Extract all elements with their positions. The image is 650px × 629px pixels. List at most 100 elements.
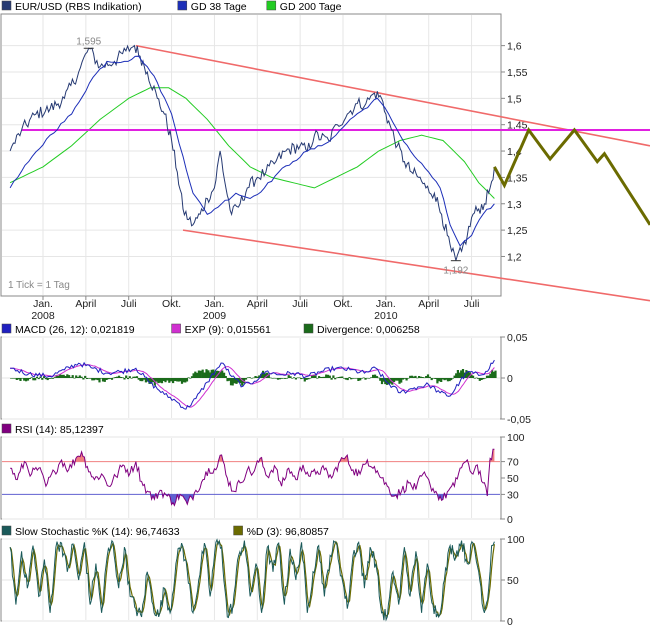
y-tick-label: 1,55 (507, 67, 528, 79)
rsi-legend: RSI (14): 85,12397 (1, 423, 104, 436)
divergence-bar (273, 377, 276, 379)
divergence-bar (96, 378, 99, 381)
x-tick-label: April (247, 298, 268, 310)
divergence-bar (364, 378, 367, 380)
divergence-bar (460, 370, 463, 378)
legend-label: RSI (14): 85,12397 (15, 424, 104, 436)
y-tick-label: 0 (507, 616, 513, 628)
divergence-bar (372, 374, 375, 378)
divergence-bar (226, 378, 229, 382)
divergence-bar (494, 370, 497, 378)
divergence-bar (137, 378, 140, 380)
x-tick-label: April (418, 298, 439, 310)
divergence-bar (262, 370, 265, 378)
divergence-bar (209, 372, 212, 378)
divergence-bar (215, 370, 218, 378)
divergence-bar (89, 378, 92, 379)
divergence-bar (177, 378, 180, 382)
divergence-bar (26, 378, 30, 381)
divergence-bar (407, 378, 410, 379)
legend-swatch (1, 423, 12, 434)
price-panel: 1,61,551,51,451,41,351,31,251,2 Jan.2008… (0, 0, 650, 322)
divergence-bar (475, 377, 478, 379)
x-tick-label: Okt. (333, 298, 352, 310)
divergence-bar (39, 376, 42, 378)
divergence-bar (139, 378, 142, 382)
rsi-y-axis: 100 70 50 30 0 (501, 432, 525, 526)
divergence-bar (461, 369, 465, 378)
divergence-bar (256, 376, 259, 378)
legend-label: GD 200 Tage (280, 1, 342, 13)
divergence-bar (458, 372, 461, 378)
divergence-bar (164, 378, 167, 383)
divergence-bar (192, 373, 195, 378)
divergence-bar (275, 378, 278, 379)
divergence-bar (280, 378, 283, 379)
divergence-bar (25, 378, 28, 382)
divergence-bar (116, 376, 119, 378)
divergence-bar (441, 378, 444, 380)
legend-label: EUR/USD (RBS Indikation) (15, 1, 142, 13)
divergence-bar (28, 378, 31, 379)
divergence-bar (485, 375, 489, 378)
divergence-bar (351, 378, 355, 379)
divergence-bar (110, 378, 114, 380)
divergence-bar (423, 377, 426, 379)
divergence-bar (179, 378, 182, 382)
divergence-bar (405, 378, 408, 381)
divergence-bar (233, 378, 236, 384)
divergence-bar (78, 375, 81, 378)
legend-swatch (1, 525, 12, 536)
divergence-bar (205, 369, 208, 378)
legend-swatch (171, 323, 181, 334)
divergence-bar (456, 370, 459, 378)
macd-y-axis: 0,05 0 -0,05 (501, 332, 531, 426)
divergence-bar (285, 378, 289, 379)
divergence-bar (207, 370, 210, 378)
divergence-bar (312, 375, 315, 378)
divergence-bar (421, 377, 424, 378)
divergence-bar (360, 378, 364, 379)
divergence-bar (91, 378, 94, 381)
rsi-oversold-fill (150, 494, 489, 506)
divergence-bar (132, 376, 135, 378)
price-grid (2, 15, 500, 295)
divergence-bar (284, 378, 287, 379)
x-tick-label: April (75, 298, 96, 310)
divergence-bar (455, 373, 458, 378)
divergence-bar (484, 378, 487, 379)
divergence-bar (412, 376, 415, 378)
y-tick-label: 1,25 (507, 225, 528, 237)
rsi-frame (0, 436, 502, 520)
divergence-bar (126, 378, 130, 380)
divergence-bar (271, 378, 274, 379)
divergence-bar (426, 374, 430, 378)
divergence-bar (337, 377, 340, 378)
y-tick-label: -0,05 (507, 414, 531, 426)
y-tick-label: 1,2 (507, 251, 522, 263)
divergence-bar (174, 378, 177, 381)
divergence-bar (470, 374, 473, 378)
divergence-bar (12, 378, 15, 379)
x-tick-label: Jan. (376, 298, 396, 310)
divergence-bar (321, 376, 324, 378)
divergence-bar (69, 377, 72, 378)
divergence-bar (75, 375, 78, 378)
divergence-bar (480, 378, 483, 380)
divergence-bar (166, 378, 169, 381)
divergence-bar (76, 376, 80, 378)
divergence-bar (310, 375, 314, 378)
divergence-bar (123, 378, 126, 380)
divergence-bar (223, 372, 226, 378)
price-line (9, 44, 495, 261)
legend-label: GD 38 Tage (191, 1, 247, 13)
divergence-bar (107, 378, 110, 380)
divergence-bar (235, 378, 238, 384)
legend-swatch (266, 0, 277, 11)
divergence-bar (389, 378, 392, 384)
divergence-bar (60, 374, 64, 378)
divergence-bar (350, 378, 353, 380)
divergence-bar (43, 376, 46, 378)
divergence-bar (316, 378, 319, 379)
divergence-bar (377, 377, 380, 379)
